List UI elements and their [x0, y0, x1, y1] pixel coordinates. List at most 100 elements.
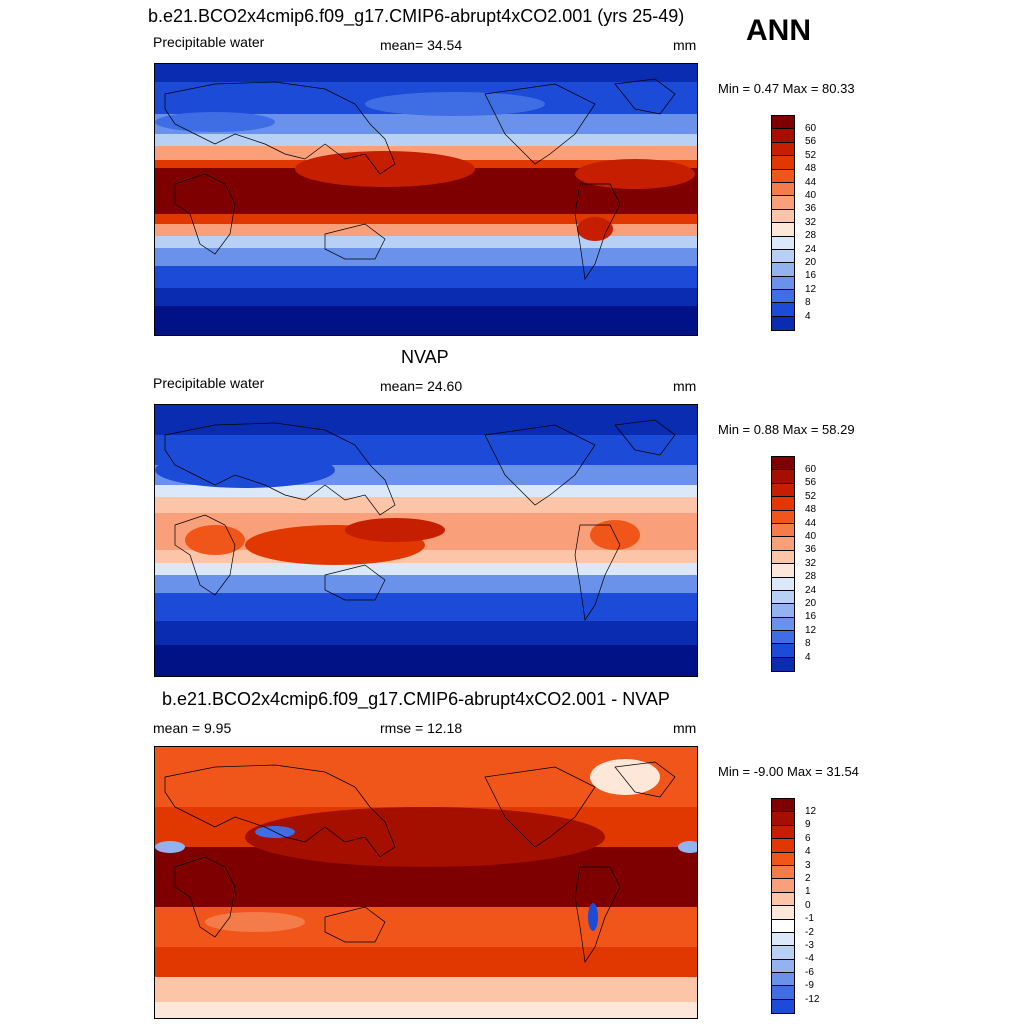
colorbar-tick-label: 36 — [805, 203, 817, 215]
colorbar-swatch — [772, 906, 794, 920]
colorbar-swatch — [772, 617, 794, 632]
colorbar-tick-label: 44 — [805, 517, 817, 529]
colorbar-tick-label: 40 — [805, 531, 817, 543]
colorbar-swatch — [772, 523, 794, 538]
panel2-variable-label: Precipitable water — [153, 375, 265, 391]
colorbar-swatch — [772, 577, 794, 591]
colorbar-tick-label: 16 — [805, 611, 817, 623]
colorbar-swatch — [772, 290, 794, 304]
colorbar-swatch — [772, 892, 794, 907]
season-label: ANN — [746, 14, 811, 47]
colorbar-tick-label: 9 — [805, 819, 811, 831]
colorbar-tick-label: 36 — [805, 544, 817, 556]
colorbar-tick-label: 28 — [805, 230, 817, 242]
colorbar-tick-label: -1 — [805, 913, 814, 925]
panel3-rmse-label: rmse = 12.18 — [380, 720, 463, 736]
panel3-colorbar-ticks: 12 9 6 4 3 2 1 0 -1 -2 -3 -4 -6 -9 -12 — [805, 805, 819, 1006]
colorbar-swatch — [772, 657, 794, 672]
colorbar-swatch — [772, 182, 794, 197]
colorbar-tick-label: 12 — [805, 283, 817, 295]
colorbar-tick-label: 28 — [805, 571, 817, 583]
panel2-map — [154, 404, 698, 677]
colorbar-swatch — [772, 497, 794, 511]
colorbar-swatch — [772, 249, 794, 264]
colorbar-tick-label: 52 — [805, 490, 817, 502]
colorbar-swatch — [772, 236, 794, 250]
colorbar-tick-label: 48 — [805, 163, 817, 175]
colorbar-tick-label: 24 — [805, 584, 817, 596]
colorbar-swatch — [772, 303, 794, 317]
panel2-colorbar-ticks: 60 56 52 48 44 40 36 32 28 24 20 16 12 8 4 — [805, 463, 816, 664]
panel2-minmax: Min = 0.88 Max = 58.29 — [718, 422, 855, 437]
colorbar-swatch — [772, 169, 794, 183]
colorbar-swatch — [772, 959, 794, 974]
colorbar-tick-label: 60 — [805, 464, 817, 475]
panel1-title: b.e21.BCO2x4cmip6.f09_g17.CMIP6-abrupt4x… — [148, 6, 685, 26]
colorbar-tick-label: 8 — [805, 638, 811, 650]
colorbar-tick-label: 44 — [805, 176, 817, 188]
colorbar-tick-label: 40 — [805, 190, 817, 202]
panel1-field-svg — [155, 64, 697, 335]
colorbar-swatch — [772, 812, 794, 826]
panel2-title: NVAP — [401, 347, 449, 367]
colorbar-swatch — [772, 799, 794, 813]
colorbar-tick-label: 32 — [805, 557, 817, 569]
colorbar-swatch — [772, 470, 794, 484]
colorbar-tick-label: 4 — [805, 846, 811, 858]
colorbar-swatch — [772, 537, 794, 551]
colorbar-swatch — [772, 550, 794, 565]
colorbar-swatch — [772, 852, 794, 866]
colorbar-swatch — [772, 986, 794, 1000]
colorbar-tick-label: -12 — [805, 993, 820, 1005]
colorbar-swatch — [772, 604, 794, 618]
colorbar-tick-label: 56 — [805, 136, 817, 148]
colorbar-swatch — [772, 644, 794, 658]
colorbar-tick-label: -6 — [805, 966, 814, 978]
colorbar-tick-label: 12 — [805, 624, 817, 636]
colorbar-swatch — [772, 483, 794, 498]
colorbar-swatch — [772, 196, 794, 210]
colorbar-swatch — [772, 156, 794, 170]
colorbar-tick-label: 48 — [805, 504, 817, 516]
colorbar-tick-label: 8 — [805, 297, 811, 309]
colorbar-swatch — [772, 209, 794, 224]
colorbar-swatch — [772, 564, 794, 578]
colorbar-tick-label: -9 — [805, 980, 814, 992]
panel1-mean-label: mean= 34.54 — [380, 37, 463, 53]
colorbar-swatch — [772, 457, 794, 471]
colorbar-tick-label: -2 — [805, 926, 814, 938]
panel1-colorbar — [771, 115, 795, 332]
colorbar-swatch — [772, 825, 794, 840]
colorbar-swatch — [772, 879, 794, 893]
panel1-minmax: Min = 0.47 Max = 80.33 — [718, 81, 855, 96]
colorbar-swatch — [772, 263, 794, 277]
colorbar-tick-label: 6 — [805, 832, 811, 844]
panel1-map — [154, 63, 698, 336]
colorbar-swatch — [772, 142, 794, 157]
panel3-title: b.e21.BCO2x4cmip6.f09_g17.CMIP6-abrupt4x… — [162, 689, 670, 709]
panel3-field-svg — [155, 747, 697, 1018]
colorbar-swatch — [772, 276, 794, 291]
panel2-mean-label: mean= 24.60 — [380, 378, 463, 394]
panel3-mean-label: mean = 9.95 — [153, 720, 232, 736]
colorbar-tick-label: 56 — [805, 477, 817, 489]
colorbar-tick-label: 12 — [805, 806, 817, 817]
colorbar-swatch — [772, 919, 794, 933]
colorbar-tick-label: 52 — [805, 149, 817, 161]
colorbar-tick-label: 60 — [805, 123, 817, 134]
colorbar-swatch — [772, 510, 794, 524]
colorbar-tick-label: 1 — [805, 886, 811, 898]
colorbar-swatch — [772, 839, 794, 853]
colorbar-swatch — [772, 865, 794, 880]
colorbar-swatch — [772, 590, 794, 605]
panel1-variable-label: Precipitable water — [153, 34, 265, 50]
panel1-colorbar-ticks: 60 56 52 48 44 40 36 32 28 24 20 16 12 8 4 — [805, 122, 816, 323]
colorbar-swatch — [772, 316, 794, 331]
panel3-colorbar — [771, 798, 795, 1015]
colorbar-swatch — [772, 932, 794, 947]
panel3-units-label: mm — [673, 720, 697, 736]
colorbar-swatch — [772, 946, 794, 960]
colorbar-tick-label: 2 — [805, 873, 811, 885]
panel2-field-svg — [155, 405, 697, 676]
colorbar-tick-label: 16 — [805, 270, 817, 282]
